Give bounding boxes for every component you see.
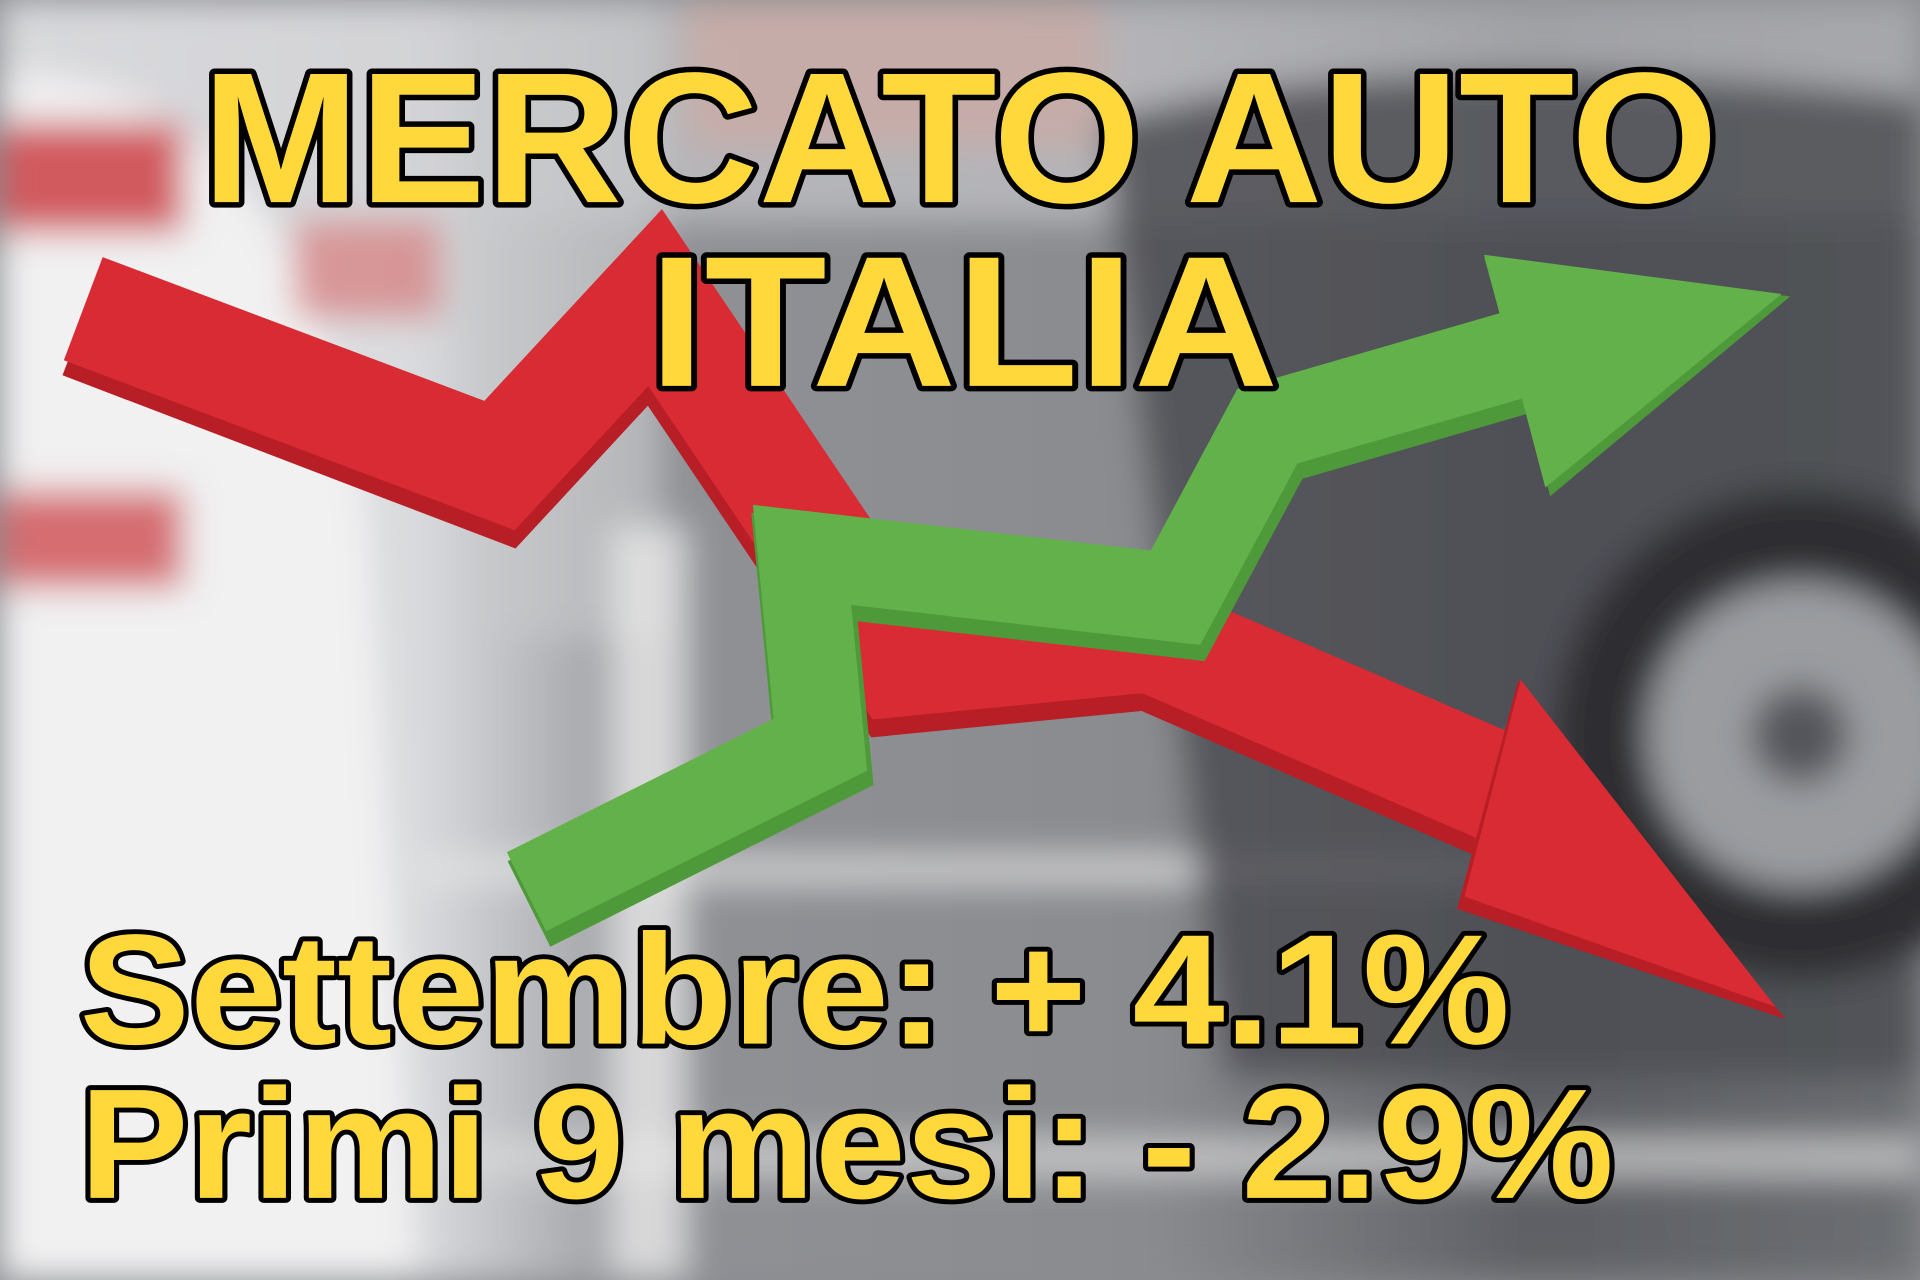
title-line-2: ITALIA [649, 218, 1278, 426]
stat-first-nine-months: Primi 9 mesi: - 2.9% [80, 1057, 1614, 1232]
trend-up-arrow-icon [506, 254, 1791, 947]
stat-september: Settembre: + 4.1% [80, 903, 1510, 1078]
title-line-1: MERCATO AUTO [202, 34, 1718, 242]
trend-down-arrow-icon [62, 209, 1786, 1020]
